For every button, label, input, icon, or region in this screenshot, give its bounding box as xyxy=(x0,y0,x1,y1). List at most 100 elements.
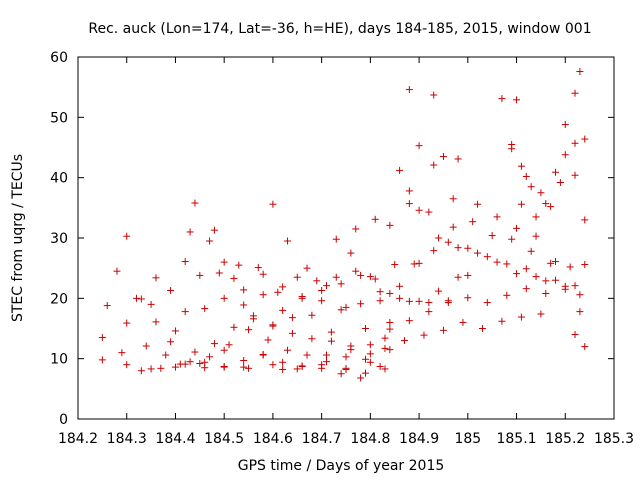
data-point xyxy=(474,249,482,257)
data-point xyxy=(517,200,525,208)
data-point xyxy=(513,96,521,104)
data-point xyxy=(157,364,165,372)
data-point xyxy=(566,263,574,271)
data-point xyxy=(581,135,589,143)
data-point xyxy=(474,200,482,208)
data-point xyxy=(225,341,233,349)
data-point xyxy=(444,238,452,246)
data-point xyxy=(576,308,584,316)
data-point xyxy=(381,334,389,342)
data-point xyxy=(361,355,369,363)
data-point xyxy=(337,370,345,378)
data-point xyxy=(532,213,540,221)
data-point xyxy=(313,277,321,285)
data-point xyxy=(444,297,452,305)
data-point xyxy=(469,218,477,226)
data-point xyxy=(503,260,511,268)
data-point xyxy=(327,337,335,345)
data-point xyxy=(123,232,131,240)
data-point xyxy=(220,363,228,371)
data-point xyxy=(201,364,209,372)
data-point xyxy=(196,359,204,367)
y-tick-label: 0 xyxy=(59,412,68,428)
data-point xyxy=(366,341,374,349)
data-point xyxy=(196,271,204,279)
data-point xyxy=(396,166,404,174)
x-tick-label: 184.7 xyxy=(302,431,342,447)
data-point xyxy=(318,297,326,305)
data-point xyxy=(410,260,418,268)
data-point xyxy=(415,259,423,267)
data-point xyxy=(323,351,331,359)
x-axis-label: GPS time / Days of year 2015 xyxy=(238,458,445,474)
data-point xyxy=(386,325,394,333)
data-point xyxy=(552,258,560,266)
data-point xyxy=(576,67,584,75)
data-point xyxy=(430,247,438,255)
data-point xyxy=(508,235,516,243)
x-tick-label: 184.5 xyxy=(204,431,244,447)
data-point xyxy=(240,356,248,364)
data-point xyxy=(269,361,277,369)
data-point xyxy=(439,153,447,161)
data-point xyxy=(249,312,257,320)
data-point xyxy=(220,294,228,302)
data-point xyxy=(323,358,331,366)
data-point xyxy=(303,351,311,359)
data-point xyxy=(464,244,472,252)
x-tick-label: 184.3 xyxy=(107,431,147,447)
data-point xyxy=(498,95,506,103)
x-tick-label: 185.1 xyxy=(496,431,536,447)
data-point xyxy=(396,294,404,302)
data-point xyxy=(396,282,404,290)
data-point xyxy=(571,171,579,179)
data-point xyxy=(435,234,443,242)
data-point xyxy=(279,283,287,291)
data-point xyxy=(98,334,106,342)
data-point xyxy=(293,273,301,281)
data-point xyxy=(430,161,438,169)
y-axis-label: STEC from uqrg / TECUs xyxy=(10,154,26,322)
data-point xyxy=(571,282,579,290)
data-point xyxy=(542,200,550,208)
data-point xyxy=(522,285,530,293)
data-point xyxy=(210,226,218,234)
data-point xyxy=(381,365,389,373)
data-point xyxy=(298,363,306,371)
x-tick-label: 184.6 xyxy=(253,431,293,447)
data-point xyxy=(181,308,189,316)
data-point xyxy=(240,301,248,309)
data-point xyxy=(245,364,253,372)
data-point xyxy=(405,297,413,305)
data-point xyxy=(430,91,438,99)
data-point xyxy=(171,363,179,371)
data-point xyxy=(415,142,423,150)
data-point xyxy=(259,291,267,299)
data-point xyxy=(576,291,584,299)
data-point xyxy=(303,264,311,272)
data-point xyxy=(581,261,589,269)
data-point xyxy=(318,364,326,372)
x-tick-label: 184.2 xyxy=(58,431,98,447)
x-tick-label: 184.8 xyxy=(350,431,390,447)
data-point xyxy=(361,369,369,377)
data-point xyxy=(376,297,384,305)
data-point xyxy=(571,139,579,147)
data-point xyxy=(215,269,223,277)
data-point xyxy=(366,358,374,366)
data-point xyxy=(259,350,267,358)
data-point xyxy=(439,326,447,334)
data-point xyxy=(386,346,394,354)
data-point xyxy=(132,294,140,302)
data-point xyxy=(513,270,521,278)
data-point xyxy=(483,299,491,307)
data-point xyxy=(167,338,175,346)
data-point xyxy=(284,346,292,354)
data-point xyxy=(425,308,433,316)
data-point xyxy=(386,290,394,298)
data-point xyxy=(352,225,360,233)
data-point xyxy=(376,363,384,371)
data-point xyxy=(352,267,360,275)
x-tick-label: 185.3 xyxy=(594,431,634,447)
data-point xyxy=(532,232,540,240)
